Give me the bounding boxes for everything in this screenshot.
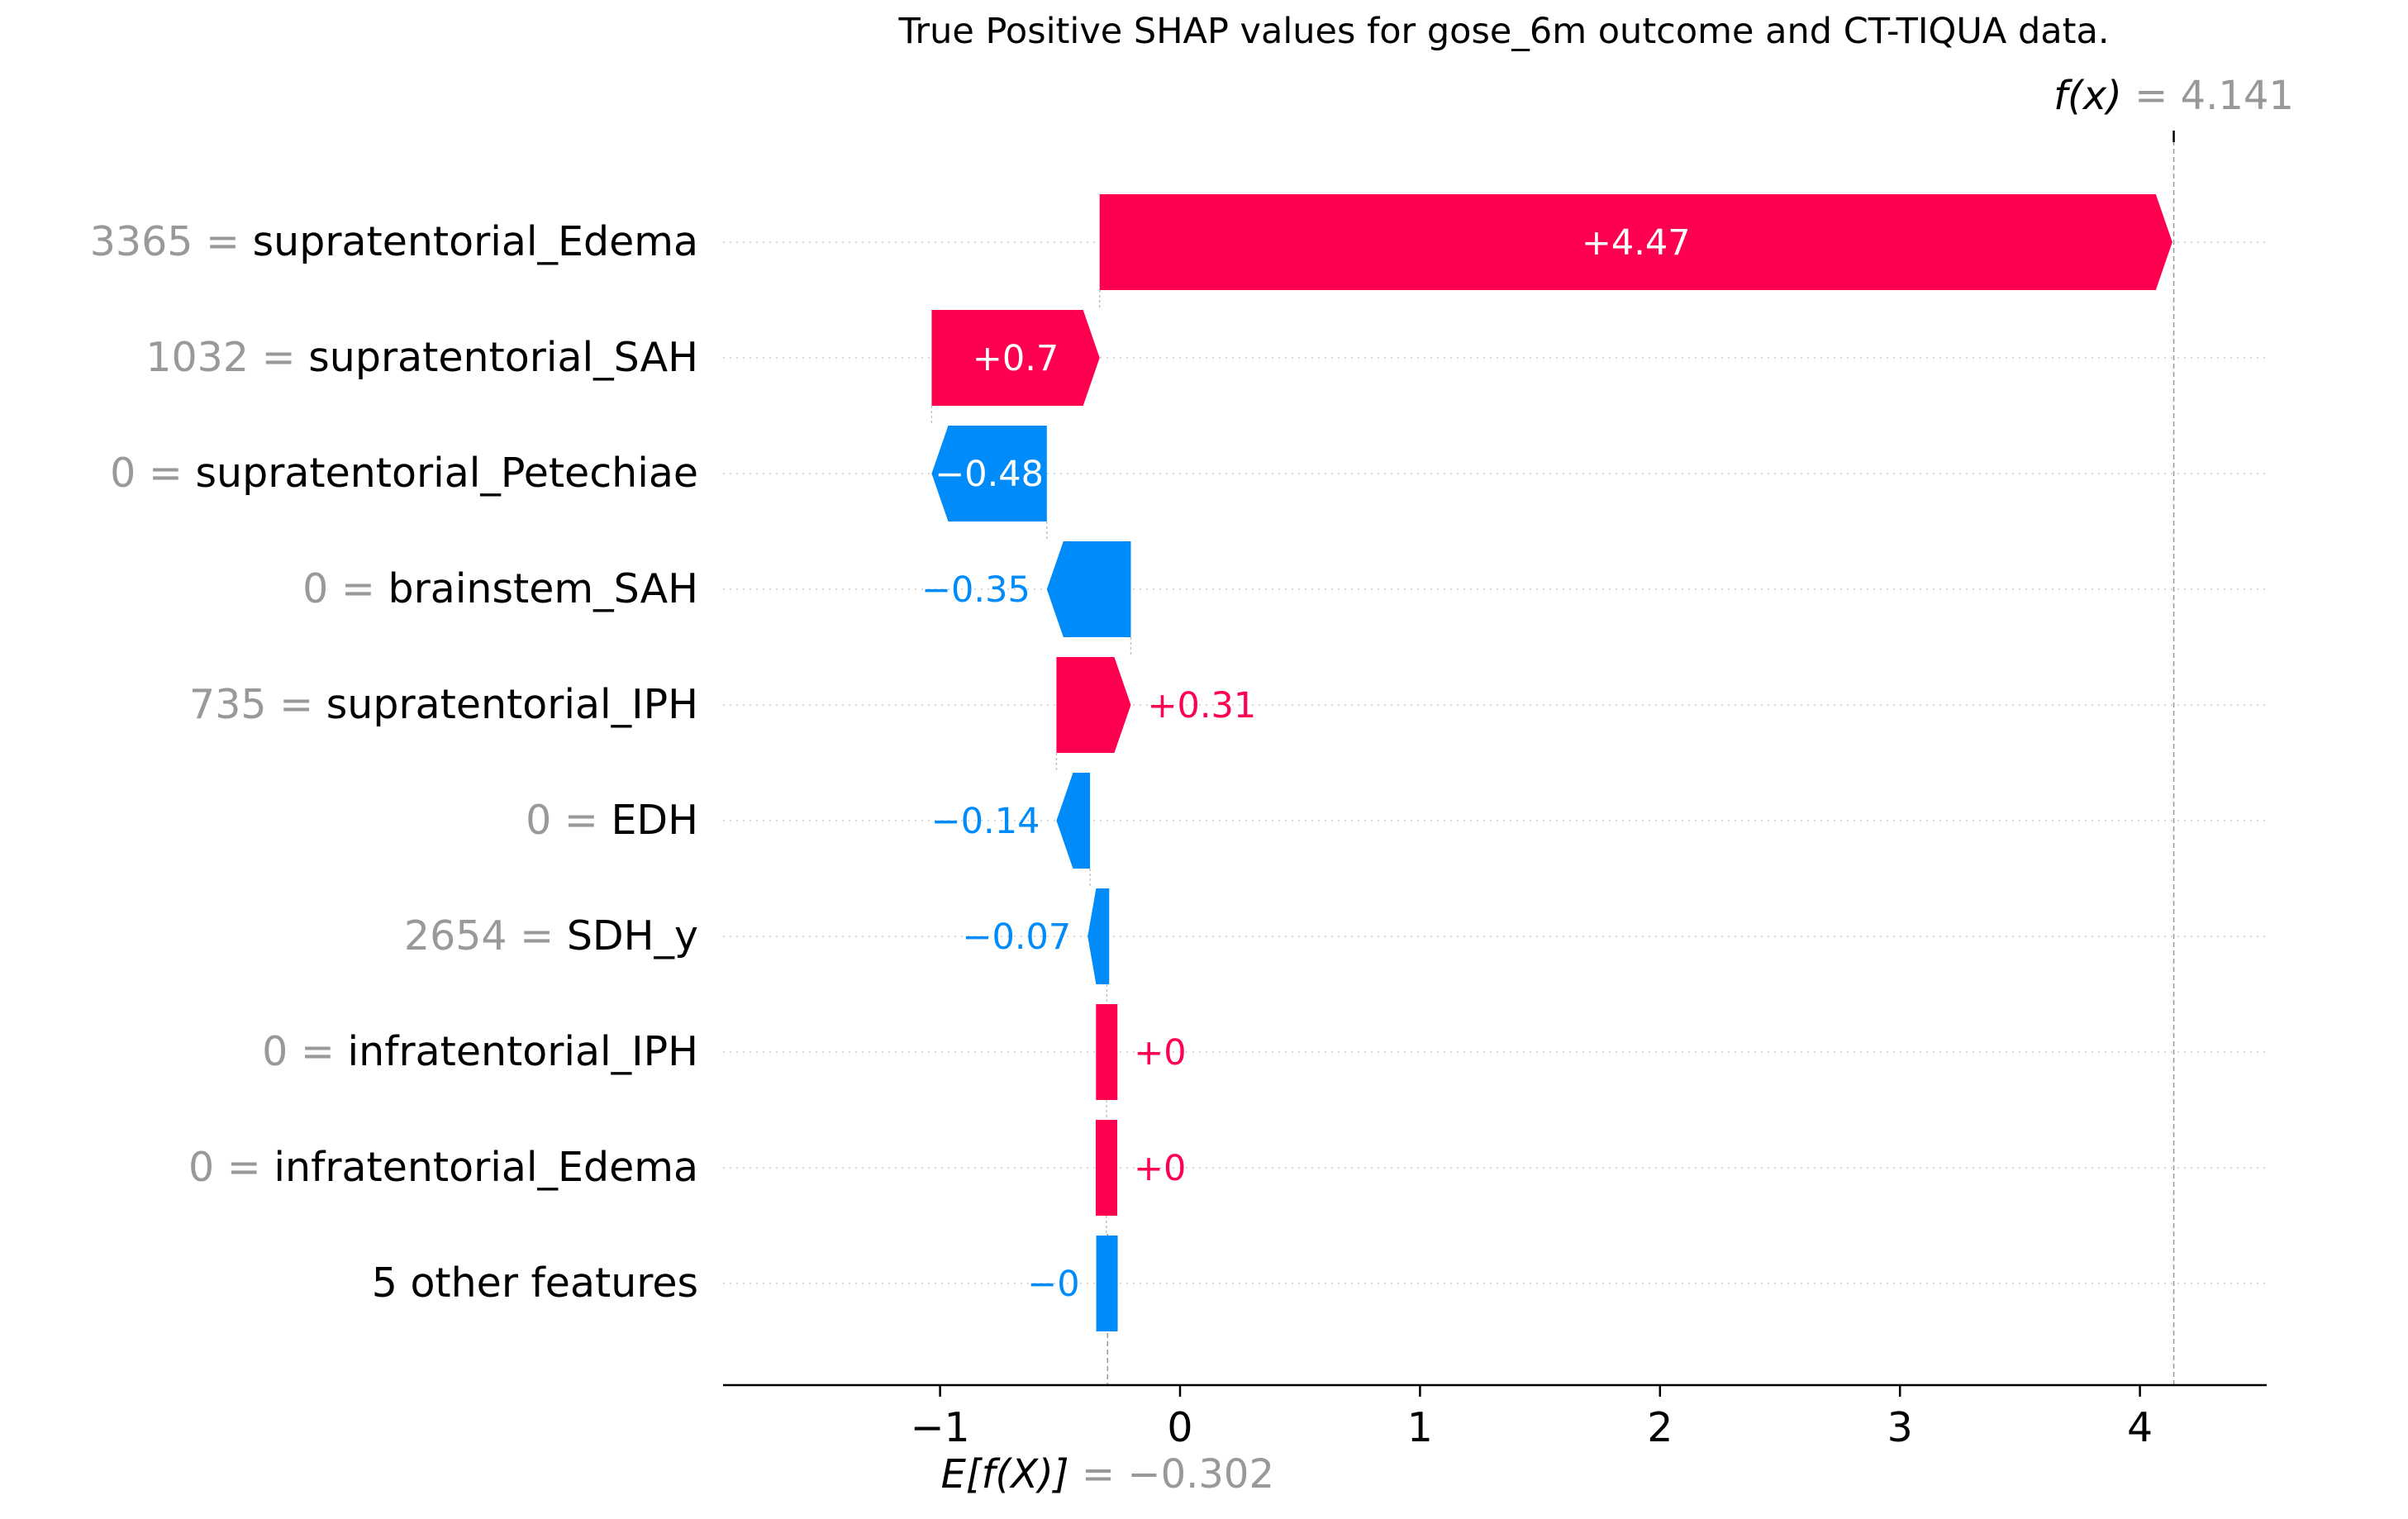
feature-name: supratentorial_SAH xyxy=(308,334,698,381)
base-value-label: E[f(X)] = −0.302 xyxy=(941,1451,1274,1498)
feature-label: 0 = supratentorial_Petechiae xyxy=(110,450,698,497)
feature-labels: 3365 = supratentorial_Edema 1032 = suprat… xyxy=(90,218,698,1307)
bar-value-label: −0 xyxy=(1027,1264,1079,1305)
feature-name: EDH xyxy=(611,797,698,844)
bar-positive xyxy=(1095,1120,1117,1216)
x-tick-label: 1 xyxy=(1407,1404,1433,1451)
axis-annotations: E[f(X)] = −0.302 f(x) = 4.141 xyxy=(941,73,2294,1498)
feature-name: infratentorial_IPH xyxy=(348,1028,698,1075)
feature-label: 2654 = SDH_y xyxy=(404,912,698,959)
chart-title: True Positive SHAP values for gose_6m ou… xyxy=(897,11,2109,52)
x-axis: −1 0 1 2 3 4 xyxy=(723,1383,2267,1451)
feature-name: infratentorial_Edema xyxy=(274,1144,698,1191)
bar-value-label: +0.31 xyxy=(1147,685,1256,726)
feature-label: 0 = brainstem_SAH xyxy=(302,565,698,612)
bar-positive xyxy=(1056,657,1131,753)
bars-layer: +4.47 +0.7 −0.48 −0.35 +0.31 −0.14 −0.07 +0 +0 −0 xyxy=(921,194,2172,1331)
base-value-number: = −0.302 xyxy=(1082,1451,1274,1498)
bar-negative xyxy=(1087,888,1110,984)
feature-name: SDH_y xyxy=(567,912,698,959)
bar-negative xyxy=(931,426,1047,521)
x-tick-label: 3 xyxy=(1887,1404,1913,1451)
bar-value-label: −0.14 xyxy=(931,801,1040,842)
reference-lines xyxy=(930,131,2175,1385)
output-value-label: f(x) = 4.141 xyxy=(2053,73,2294,119)
feature-value: 1032 = xyxy=(145,334,308,381)
bar-positive xyxy=(1099,194,2172,290)
feature-name: supratentorial_Petechiae xyxy=(196,450,698,497)
feature-label: 735 = supratentorial_IPH xyxy=(189,681,698,728)
output-value-name: f(x) xyxy=(2053,73,2134,119)
feature-label: 1032 = supratentorial_SAH xyxy=(145,334,698,381)
bar-value-label: −0.48 xyxy=(935,454,1044,495)
bar-value-label: +0 xyxy=(1134,1032,1186,1074)
feature-value: 0 = xyxy=(302,565,388,612)
feature-value: 0 = xyxy=(188,1144,274,1191)
x-tick-label: 4 xyxy=(2127,1404,2153,1451)
feature-label: 3365 = supratentorial_Edema xyxy=(90,218,698,265)
output-value-number: = 4.141 xyxy=(2134,73,2294,119)
bar-negative xyxy=(1056,773,1091,869)
x-tick-label: 2 xyxy=(1647,1404,1673,1451)
bar-value-label: +0 xyxy=(1134,1148,1186,1189)
feature-value: 0 = xyxy=(110,450,195,497)
bar-positive xyxy=(931,310,1100,406)
feature-label: 5 other features xyxy=(372,1259,698,1307)
bar-value-label: −0.35 xyxy=(921,569,1030,611)
feature-value: 2654 = xyxy=(404,912,567,959)
feature-value: 0 = xyxy=(526,797,611,844)
feature-name: supratentorial_IPH xyxy=(326,681,698,728)
x-tick-label: 0 xyxy=(1167,1404,1192,1451)
x-tick-label: −1 xyxy=(910,1404,969,1451)
bar-value-label: +0.7 xyxy=(973,338,1059,379)
feature-name: brainstem_SAH xyxy=(388,565,698,612)
feature-value: 735 = xyxy=(189,681,326,728)
bar-value-label: −0.07 xyxy=(962,917,1071,958)
feature-value: 3365 = xyxy=(90,218,253,265)
bar-value-label: +4.47 xyxy=(1582,222,1691,264)
bar-negative xyxy=(1046,541,1131,637)
feature-name: 5 other features xyxy=(372,1259,698,1307)
bar-positive xyxy=(1096,1004,1118,1100)
feature-label: 0 = infratentorial_IPH xyxy=(262,1028,698,1075)
bar-negative xyxy=(1096,1236,1118,1331)
feature-label: 0 = infratentorial_Edema xyxy=(188,1144,698,1191)
feature-name: supratentorial_Edema xyxy=(253,218,698,265)
feature-label: 0 = EDH xyxy=(526,797,698,844)
feature-value: 0 = xyxy=(262,1028,347,1075)
base-value-name: E[f(X)] xyxy=(941,1451,1082,1498)
